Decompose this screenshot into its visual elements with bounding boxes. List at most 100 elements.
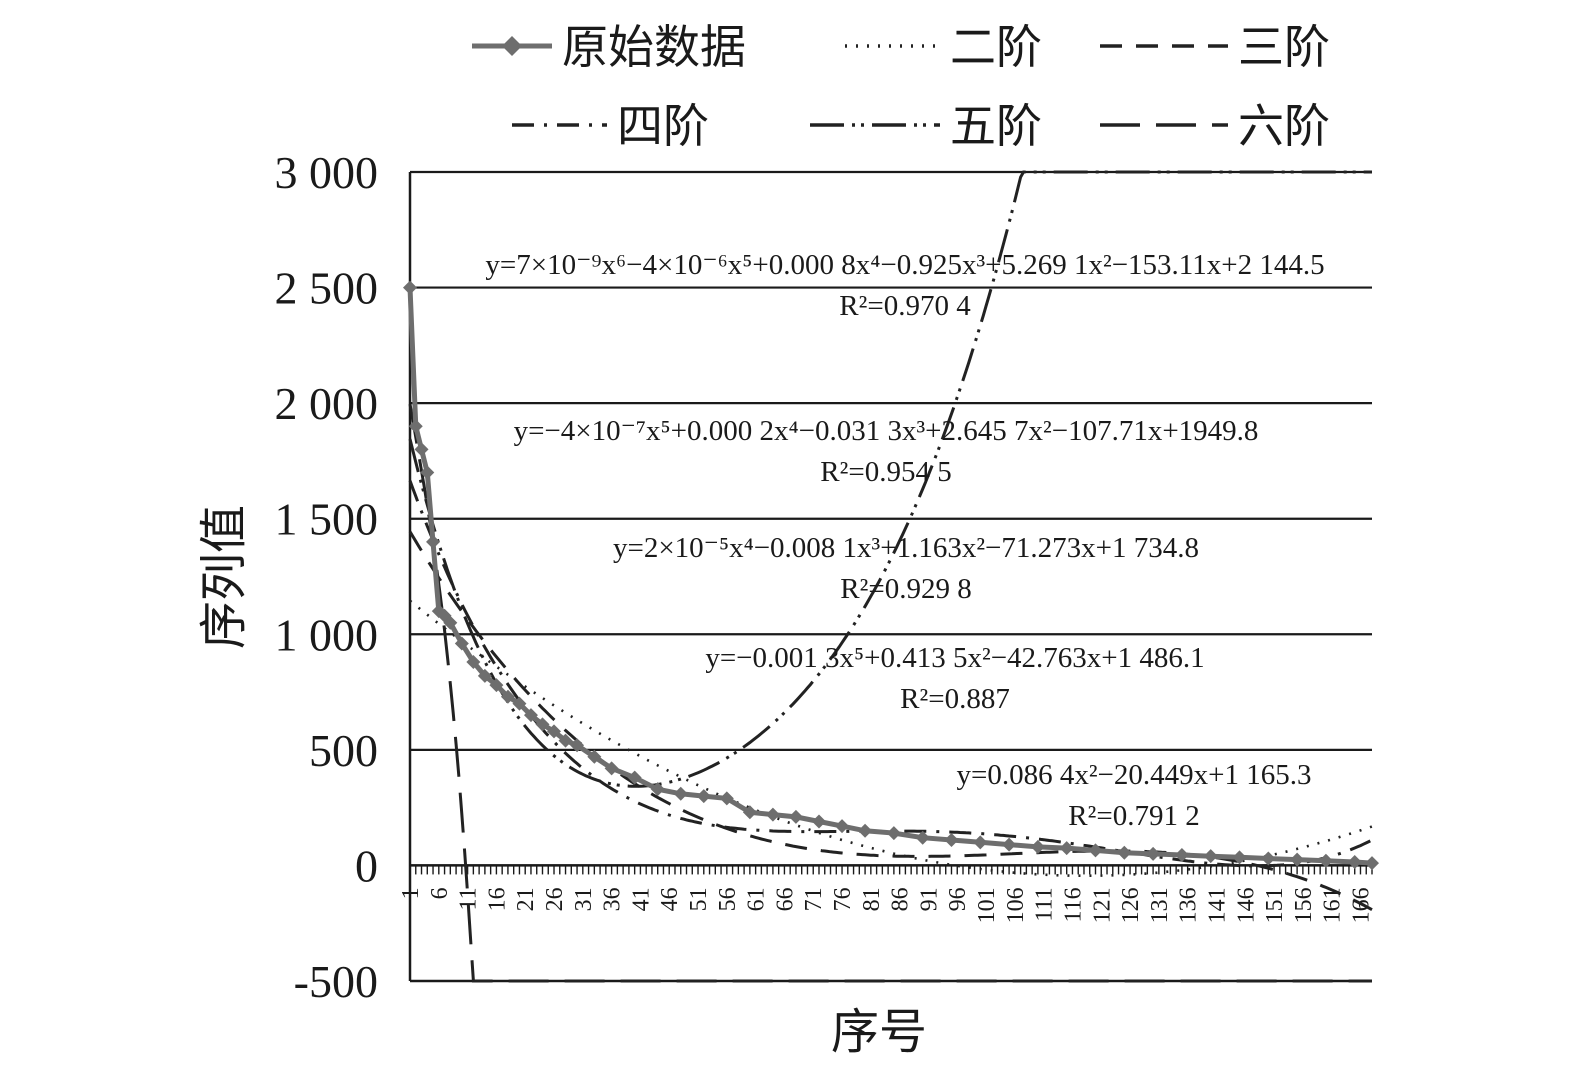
fit-r-squared: R²=0.887 bbox=[900, 683, 1010, 715]
raw-data-point bbox=[1117, 845, 1132, 860]
y-tick-label: 2 000 bbox=[275, 378, 379, 429]
raw-data-point bbox=[915, 830, 930, 845]
raw-data-point bbox=[1232, 850, 1247, 865]
raw-data-point bbox=[944, 833, 959, 848]
fit-equation: y=−4×10⁻⁷x⁵+0.000 2x⁴−0.031 3x³+2.645 7x… bbox=[514, 415, 1259, 447]
legend-label: 二阶 bbox=[950, 20, 1042, 74]
raw-data-point bbox=[1318, 853, 1333, 868]
x-tick-label: 46 bbox=[657, 887, 683, 911]
x-axis-title: 序号 bbox=[831, 1004, 927, 1060]
fit-r-squared: R²=0.954 5 bbox=[820, 456, 951, 488]
x-tick-label: 36 bbox=[600, 887, 626, 911]
x-tick-label: 61 bbox=[744, 887, 770, 911]
x-tick-label: 121 bbox=[1089, 887, 1115, 923]
fit-curve-dash-dot bbox=[408, 480, 1373, 868]
x-tick-label: 31 bbox=[571, 887, 597, 911]
x-tick-label: 131 bbox=[1147, 887, 1173, 923]
legend-label: 四阶 bbox=[617, 99, 709, 153]
y-tick-label: 3 000 bbox=[275, 147, 379, 198]
fit-r-squared: R²=0.929 8 bbox=[840, 573, 971, 605]
x-tick-label: 41 bbox=[628, 887, 654, 911]
x-tick-labels: 1 6 11 16 21 26 31 36 41 46 51 56 61 66 71 76 81 86 91 96 10… bbox=[398, 887, 1374, 923]
raw-data-point bbox=[420, 465, 435, 480]
x-tick-label: 111 bbox=[1032, 887, 1058, 921]
raw-data-point bbox=[673, 786, 688, 801]
x-tick-label: 116 bbox=[1060, 887, 1086, 922]
raw-data-point bbox=[811, 814, 826, 829]
raw-data-point bbox=[587, 749, 602, 764]
raw-data-point bbox=[454, 636, 469, 651]
legend-label: 原始数据 bbox=[562, 20, 746, 74]
legend-label: 三阶 bbox=[1238, 20, 1330, 74]
x-tick-label: 141 bbox=[1204, 887, 1230, 923]
raw-data-point bbox=[696, 789, 711, 804]
raw-data-point bbox=[1146, 846, 1161, 861]
raw-data-point bbox=[1261, 851, 1276, 866]
fit-curve-dotted bbox=[409, 599, 1373, 878]
raw-data-point bbox=[765, 807, 780, 822]
y-tick-label: 1 000 bbox=[275, 609, 379, 660]
raw-data-point bbox=[858, 823, 873, 838]
raw-data-point bbox=[426, 534, 441, 549]
y-tick-label: 1 500 bbox=[275, 494, 379, 545]
x-tick-label: 21 bbox=[513, 887, 539, 911]
raw-data-point bbox=[1203, 849, 1218, 864]
x-tick-label: 1 bbox=[398, 887, 424, 899]
legend-label: 六阶 bbox=[1238, 99, 1330, 153]
raw-data-point bbox=[523, 708, 538, 723]
fit-r-squared: R²=0.791 2 bbox=[1068, 800, 1199, 832]
x-tick-label: 106 bbox=[1003, 887, 1029, 923]
x-tick-label: 71 bbox=[801, 887, 827, 911]
raw-data-point bbox=[1002, 837, 1017, 852]
raw-data-point bbox=[500, 689, 515, 704]
fit-curve-long-dash bbox=[408, 403, 1372, 983]
raw-data-point bbox=[627, 770, 642, 785]
raw-data-point bbox=[788, 809, 803, 824]
raw-data-point bbox=[742, 805, 757, 820]
x-tick-label: 66 bbox=[772, 887, 798, 911]
raw-data-point bbox=[973, 835, 988, 850]
raw-data-point bbox=[466, 655, 481, 670]
x-tick-label: 146 bbox=[1233, 887, 1259, 923]
raw-data-point bbox=[1347, 854, 1362, 869]
y-tick-label: 0 bbox=[355, 840, 378, 891]
fit-curves bbox=[408, 170, 1373, 983]
x-tick-label: 136 bbox=[1176, 887, 1202, 923]
x-tick-label: 151 bbox=[1262, 887, 1288, 923]
raw-data-point bbox=[719, 791, 734, 806]
fit-r-squared: R²=0.970 4 bbox=[839, 290, 971, 322]
raw-data-point bbox=[650, 782, 665, 797]
x-tick-label: 91 bbox=[916, 887, 942, 911]
y-tick-label: -500 bbox=[294, 956, 378, 1007]
x-tick-label: 51 bbox=[686, 887, 712, 911]
x-tick-label: 6 bbox=[427, 887, 453, 899]
y-tick-labels: -500 0 500 1 000 1 500 2 000 2 500 3 000 bbox=[275, 147, 379, 1007]
raw-data-point bbox=[489, 678, 504, 693]
equation-annotations: y=7×10⁻⁹x⁶−4×10⁻⁶x⁵+0.000 8x⁴−0.925x³+5.… bbox=[485, 249, 1324, 832]
fit-equation: y=−0.001 3x⁵+0.413 5x²−42.763x+1 486.1 bbox=[705, 642, 1204, 674]
fit-curve-long-dash-dot-dot bbox=[408, 170, 1372, 788]
raw-data-point bbox=[886, 826, 901, 841]
raw-data-point bbox=[835, 819, 850, 834]
raw-data-point bbox=[1174, 848, 1189, 863]
x-tick-label: 126 bbox=[1118, 887, 1144, 923]
legend-label: 五阶 bbox=[950, 99, 1042, 153]
raw-data-point bbox=[414, 442, 429, 457]
x-tick-label: 101 bbox=[974, 887, 1000, 923]
y-axis-title: 序列值 bbox=[196, 505, 252, 649]
fit-equation: y=0.086 4x²−20.449x+1 165.3 bbox=[956, 759, 1311, 791]
raw-data-point bbox=[570, 738, 585, 753]
fit-curve-dashed bbox=[408, 530, 1373, 912]
raw-data-point bbox=[477, 668, 492, 683]
raw-data-point bbox=[443, 615, 458, 630]
x-tick-label: 76 bbox=[830, 887, 856, 911]
x-tick-label: 56 bbox=[715, 887, 741, 911]
y-tick-label: 2 500 bbox=[275, 263, 379, 314]
raw-data-point bbox=[558, 733, 573, 748]
fit-equation: y=7×10⁻⁹x⁶−4×10⁻⁶x⁵+0.000 8x⁴−0.925x³+5.… bbox=[485, 249, 1324, 281]
x-tick-label: 161 bbox=[1320, 887, 1346, 923]
raw-data-point bbox=[1059, 841, 1074, 856]
raw-data-point bbox=[535, 717, 550, 732]
raw-data-point bbox=[403, 280, 417, 295]
